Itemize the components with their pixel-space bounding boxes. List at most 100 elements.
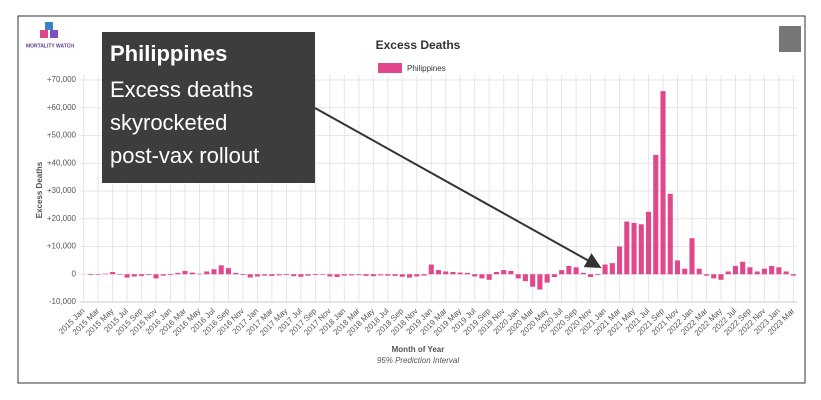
bar xyxy=(609,263,615,275)
y-tick-label: +50,000 xyxy=(47,131,77,140)
bar xyxy=(551,274,557,278)
bar xyxy=(602,264,608,275)
bar xyxy=(493,272,499,275)
bar xyxy=(262,274,268,276)
bar xyxy=(341,274,347,276)
bar xyxy=(110,272,116,275)
bar xyxy=(189,272,195,275)
logo-text: MORTALITY WATCH xyxy=(26,43,74,49)
annotation-arrow xyxy=(314,107,602,268)
subtitle: 95% Prediction Interval xyxy=(377,356,459,365)
bar xyxy=(559,270,565,275)
bar xyxy=(196,273,203,275)
bar xyxy=(95,274,101,275)
bar xyxy=(320,274,326,275)
bar xyxy=(682,268,688,275)
bar xyxy=(501,270,507,275)
bar xyxy=(508,270,514,275)
bar xyxy=(544,274,550,283)
bar xyxy=(414,274,420,277)
bar xyxy=(776,267,782,275)
bar xyxy=(305,274,311,276)
bar xyxy=(254,274,260,277)
bar xyxy=(276,274,282,276)
bar xyxy=(392,274,398,276)
bar xyxy=(595,274,601,276)
bar xyxy=(790,274,796,276)
bar xyxy=(783,271,789,275)
bar xyxy=(667,193,673,275)
bar xyxy=(645,211,652,275)
bar xyxy=(160,274,166,276)
annotation-heading: Philippines xyxy=(110,41,227,66)
bar xyxy=(399,274,405,277)
bar xyxy=(291,274,297,277)
bar xyxy=(327,274,333,277)
bar xyxy=(421,274,427,276)
y-tick-label: +60,000 xyxy=(47,103,77,112)
bar xyxy=(406,274,413,278)
bar xyxy=(486,274,492,280)
bar xyxy=(124,274,130,278)
x-axis-label: Month of Year xyxy=(392,345,445,354)
bar xyxy=(334,274,340,278)
bar xyxy=(631,222,637,275)
bar xyxy=(732,265,738,275)
bar xyxy=(725,271,731,275)
bar xyxy=(769,265,775,275)
bar xyxy=(378,274,384,276)
y-tick-label: +30,000 xyxy=(47,186,77,195)
y-axis-label: Excess Deaths xyxy=(35,161,44,218)
legend-label: Philippines xyxy=(407,64,446,73)
bar xyxy=(428,264,434,275)
annotation-line: Excess deaths xyxy=(110,77,253,102)
bar xyxy=(356,274,362,276)
bar xyxy=(167,274,174,276)
bar xyxy=(363,274,369,276)
bar xyxy=(385,274,391,276)
bar xyxy=(443,271,449,275)
bar xyxy=(283,274,289,276)
annotation-box xyxy=(102,32,315,183)
y-tick-label: +40,000 xyxy=(47,158,77,167)
bar xyxy=(139,274,145,276)
bar xyxy=(580,272,586,275)
bar xyxy=(522,274,528,282)
bar xyxy=(660,91,666,275)
bar xyxy=(102,273,108,275)
bar xyxy=(740,261,746,275)
bar xyxy=(435,270,442,275)
bar xyxy=(131,274,137,277)
bar xyxy=(182,270,188,275)
bar xyxy=(211,269,217,275)
y-tick-label: 0 xyxy=(72,269,77,278)
bar xyxy=(298,274,304,277)
y-tick-label: +20,000 xyxy=(47,214,77,223)
chart-title: Excess Deaths xyxy=(376,38,461,52)
bar xyxy=(566,265,572,275)
bar xyxy=(218,265,224,275)
bar xyxy=(711,274,717,279)
y-tick-label: +10,000 xyxy=(47,242,77,251)
bar xyxy=(718,274,724,280)
bar xyxy=(88,274,94,276)
logo: MORTALITY WATCH xyxy=(26,22,74,49)
y-tick-label: -10,000 xyxy=(49,297,77,306)
bar xyxy=(754,271,760,275)
bar xyxy=(472,274,478,277)
bar xyxy=(573,267,579,275)
bar xyxy=(761,268,767,275)
bar xyxy=(747,267,753,275)
bar xyxy=(617,246,623,275)
bar xyxy=(175,272,181,275)
qr-code xyxy=(779,26,801,52)
bar xyxy=(515,274,521,279)
bar xyxy=(204,271,210,275)
bar xyxy=(464,272,471,275)
bar xyxy=(312,274,318,276)
bar xyxy=(653,154,659,275)
bar xyxy=(479,274,485,279)
bar xyxy=(450,272,456,275)
y-tick-label: +70,000 xyxy=(47,75,77,84)
